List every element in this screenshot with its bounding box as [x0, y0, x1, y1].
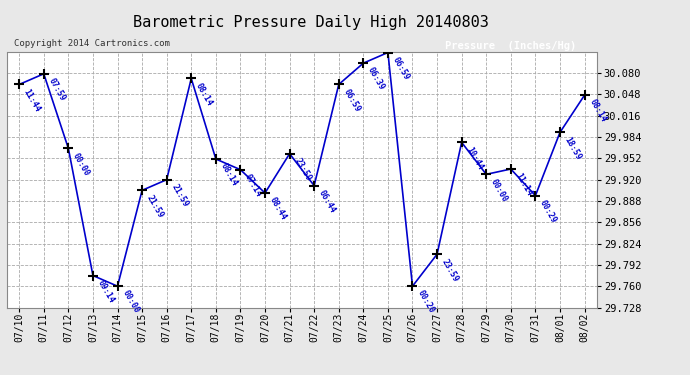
Text: 00:29: 00:29: [538, 198, 558, 225]
Text: 18:59: 18:59: [563, 135, 583, 161]
Text: 21:59: 21:59: [145, 193, 165, 219]
Text: 10:44: 10:44: [464, 145, 485, 171]
Text: 08:14: 08:14: [219, 162, 239, 188]
Text: 11:44: 11:44: [22, 87, 42, 113]
Text: 00:00: 00:00: [120, 289, 141, 315]
Text: Barometric Pressure Daily High 20140803: Barometric Pressure Daily High 20140803: [132, 15, 489, 30]
Text: 06:59: 06:59: [391, 55, 411, 81]
Text: 00:00: 00:00: [489, 177, 509, 203]
Text: 07:59: 07:59: [46, 76, 67, 103]
Text: 00:20: 00:20: [415, 289, 435, 315]
Text: 08:14: 08:14: [194, 81, 215, 107]
Text: 07:14: 07:14: [243, 172, 264, 199]
Text: 21:59: 21:59: [170, 183, 190, 209]
Text: Copyright 2014 Cartronics.com: Copyright 2014 Cartronics.com: [14, 39, 170, 48]
Text: 08:14: 08:14: [587, 98, 608, 124]
Text: 06:39: 06:39: [366, 66, 386, 92]
Text: 08:44: 08:44: [268, 196, 288, 222]
Text: 09:14: 09:14: [96, 278, 116, 304]
Text: 23:59: 23:59: [293, 156, 313, 183]
Text: Pressure  (Inches/Hg): Pressure (Inches/Hg): [445, 41, 576, 51]
Text: 11:14: 11:14: [513, 172, 534, 198]
Text: 06:44: 06:44: [317, 188, 337, 214]
Text: 00:00: 00:00: [71, 151, 92, 177]
Text: 23:59: 23:59: [440, 257, 460, 283]
Text: 06:59: 06:59: [342, 87, 362, 113]
